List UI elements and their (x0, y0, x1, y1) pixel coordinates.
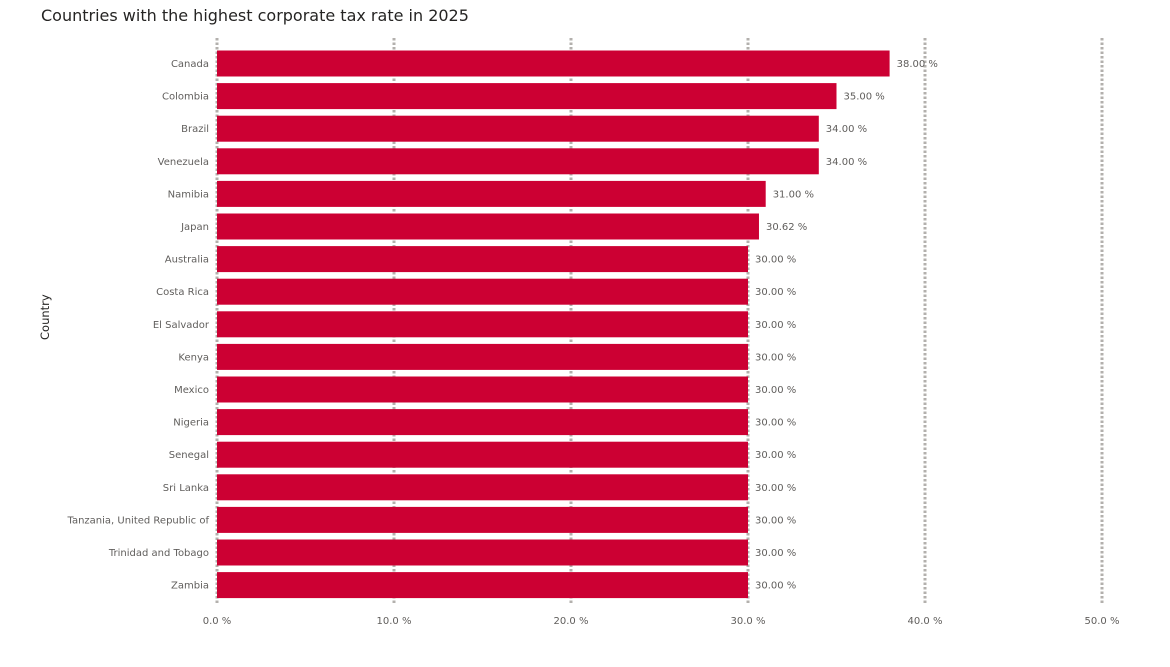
data-label: 31.00 % (773, 189, 814, 200)
bar[interactable] (217, 572, 748, 599)
category-label: Mexico (174, 385, 209, 396)
category-labels: Canada Colombia Brazil Venezuela Namibia Japa… (67, 59, 210, 592)
category-label: Kenya (178, 352, 209, 363)
bars (217, 50, 890, 599)
data-label: 35.00 % (844, 92, 885, 103)
category-label: Trinidad and Tobago (108, 548, 209, 559)
category-label: El Salvador (153, 320, 210, 331)
category-label: Sri Lanka (163, 483, 209, 494)
bar[interactable] (217, 83, 837, 110)
x-tick-label: 10.0 % (377, 616, 412, 627)
data-label: 30.00 % (755, 287, 796, 298)
category-label: Senegal (169, 450, 209, 461)
data-label: 34.00 % (826, 157, 867, 168)
data-label: 30.00 % (755, 483, 796, 494)
bar[interactable] (217, 409, 748, 436)
bar[interactable] (217, 343, 748, 370)
bar[interactable] (217, 115, 819, 142)
bar[interactable] (217, 278, 748, 305)
x-tick-label: 30.0 % (731, 616, 766, 627)
bar[interactable] (217, 148, 819, 175)
bar[interactable] (217, 180, 766, 207)
x-tick-label: 20.0 % (554, 616, 589, 627)
data-label: 34.00 % (826, 124, 867, 135)
category-label: Canada (171, 59, 209, 70)
x-tick-labels: 0.0 % 10.0 % 20.0 % 30.0 % 40.0 % 50.0 % (203, 616, 1120, 627)
category-label: Tanzania, United Republic of (67, 515, 210, 526)
bar[interactable] (217, 50, 890, 77)
data-label: 30.00 % (755, 385, 796, 396)
category-label: Australia (165, 255, 209, 266)
data-label: 30.00 % (755, 352, 796, 363)
data-label: 30.00 % (755, 255, 796, 266)
data-labels: 38.00 % 35.00 % 34.00 % 34.00 % 31.00 % 30.62… (755, 59, 938, 592)
bar[interactable] (217, 213, 759, 240)
chart-title: Countries with the highest corporate tax… (41, 6, 469, 25)
data-label: 30.00 % (755, 418, 796, 429)
data-label: 30.00 % (755, 548, 796, 559)
data-label: 30.00 % (755, 320, 796, 331)
bar[interactable] (217, 539, 748, 566)
category-label: Brazil (181, 124, 209, 135)
data-label: 30.00 % (755, 581, 796, 592)
x-tick-label: 40.0 % (908, 616, 943, 627)
data-label: 30.62 % (766, 222, 807, 233)
bar[interactable] (217, 246, 748, 273)
category-label: Costa Rica (156, 287, 209, 298)
category-label: Namibia (168, 189, 209, 200)
bar[interactable] (217, 441, 748, 468)
category-label: Japan (180, 222, 209, 233)
category-label: Zambia (171, 581, 209, 592)
category-label: Venezuela (158, 157, 209, 168)
x-tick-label: 0.0 % (203, 616, 232, 627)
data-label: 30.00 % (755, 450, 796, 461)
data-label: 38.00 % (897, 59, 938, 70)
data-label: 30.00 % (755, 515, 796, 526)
bar[interactable] (217, 474, 748, 501)
x-tick-label: 50.0 % (1085, 616, 1120, 627)
category-label: Nigeria (173, 418, 209, 429)
bar[interactable] (217, 506, 748, 533)
bar[interactable] (217, 311, 748, 338)
bar[interactable] (217, 376, 748, 403)
category-label: Colombia (162, 92, 209, 103)
